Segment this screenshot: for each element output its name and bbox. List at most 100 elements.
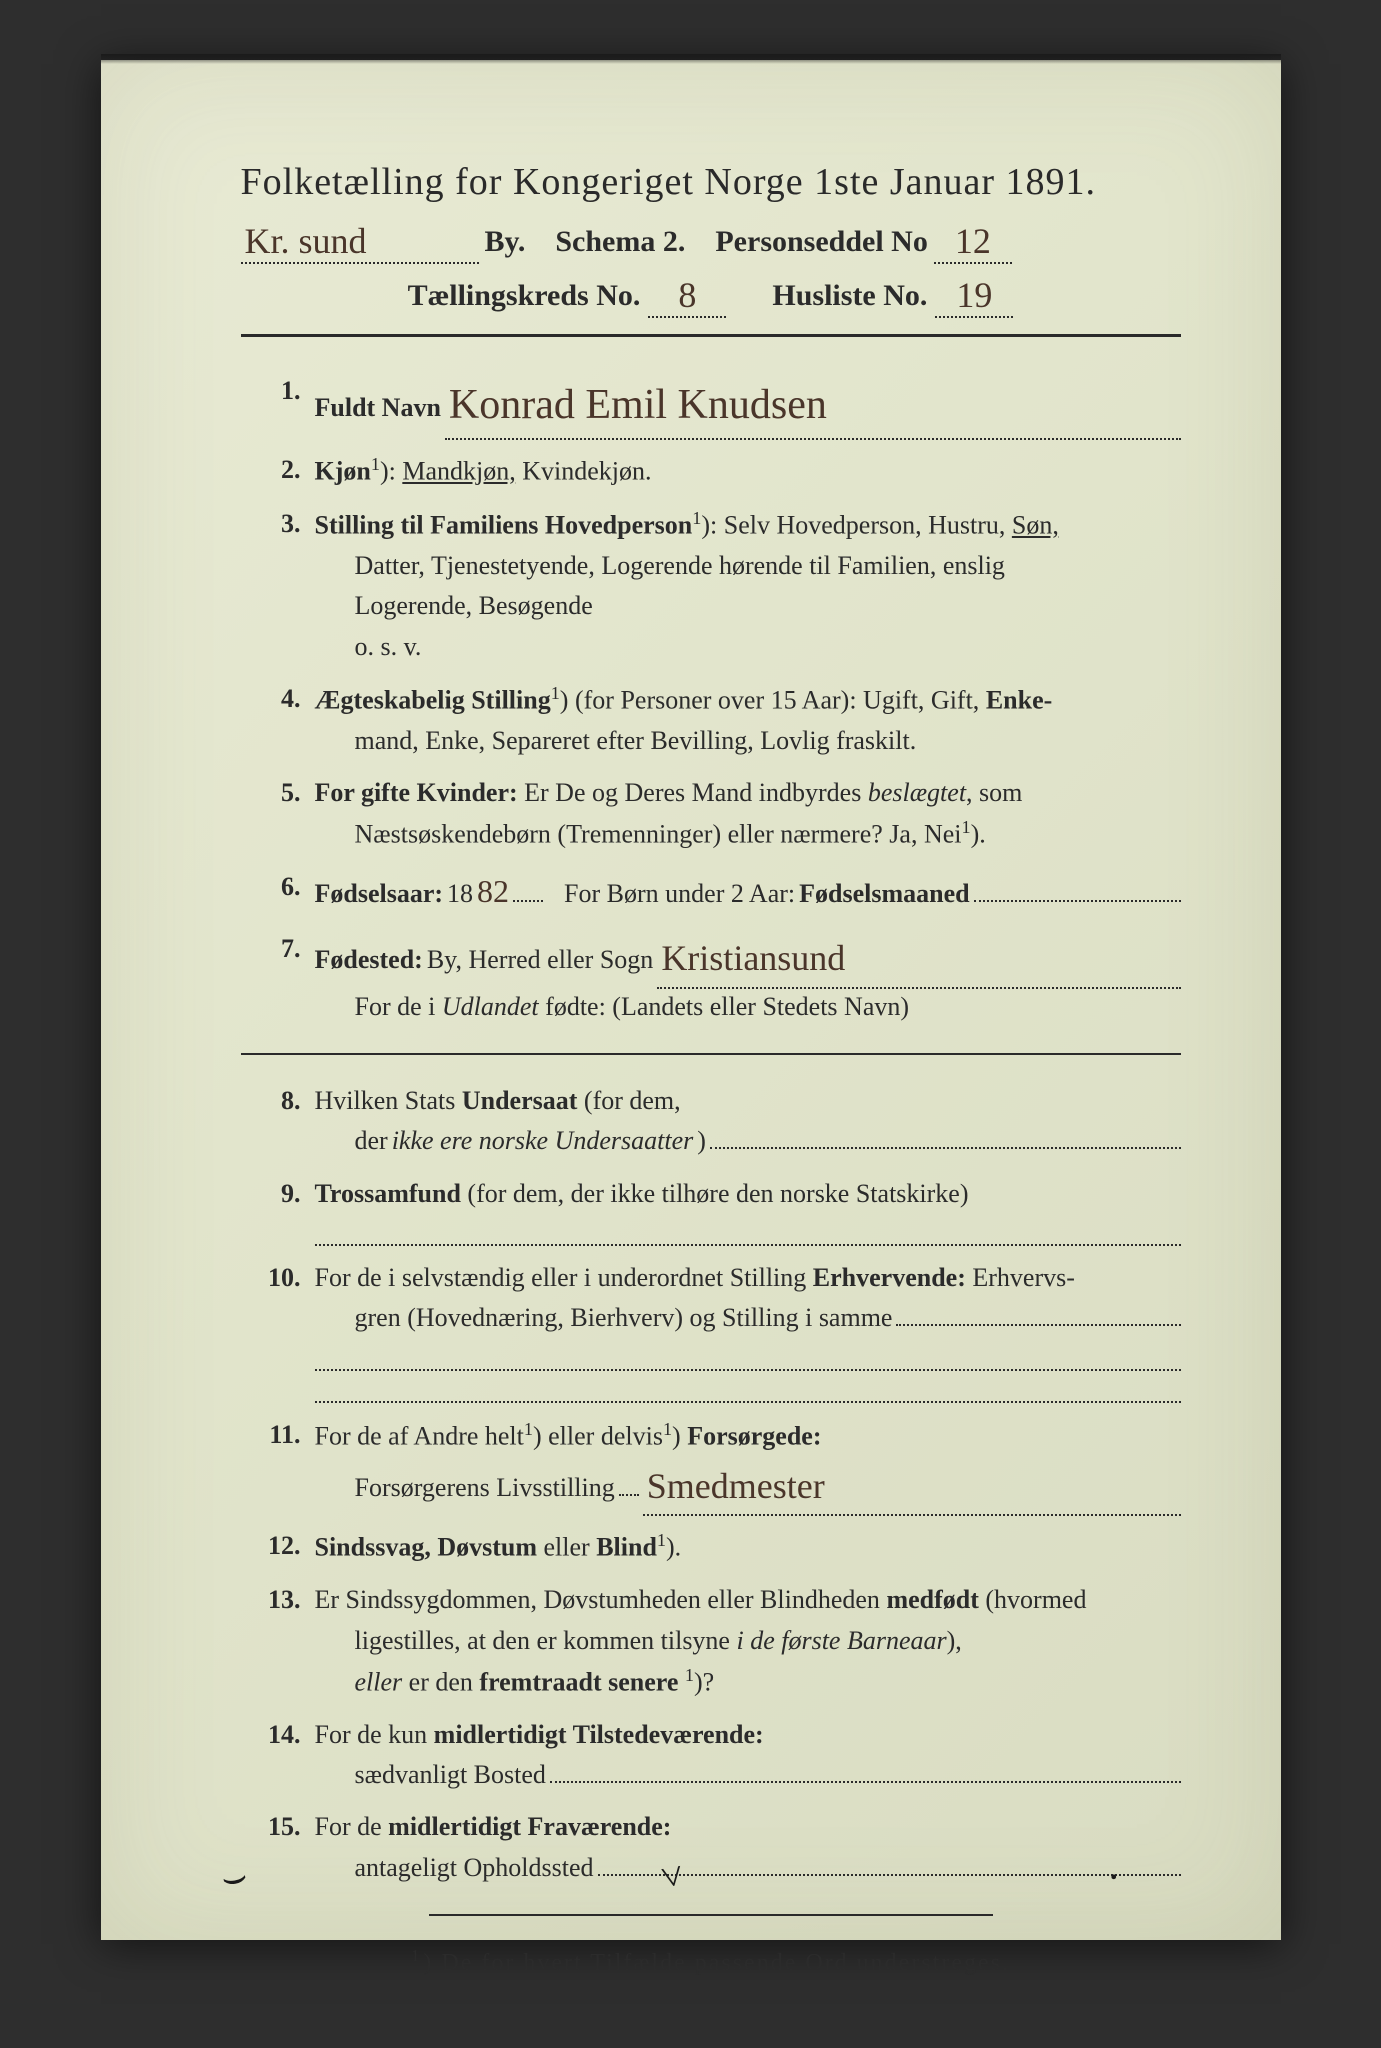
item-number: 2.: [241, 450, 315, 492]
personseddel-label: Personseddel No: [715, 225, 928, 259]
item-8-line2c: ): [697, 1121, 706, 1161]
item-8-line1c: (for dem,: [577, 1086, 680, 1115]
sup: 1: [692, 508, 701, 528]
taellingskreds-no: 8: [648, 274, 726, 318]
item-4-line2: mand, Enke, Separeret efter Bevilling, L…: [315, 721, 1181, 761]
item-2: 2. Kjøn1): Mandkjøn, Kvindekjøn.: [241, 450, 1181, 492]
item-10-line1a: For de i selvstændig eller i underordnet…: [315, 1263, 813, 1292]
divider-top: [241, 334, 1181, 337]
item-13-line3d: )?: [694, 1668, 714, 1697]
item-6-label-a: Fødselsaar:: [315, 874, 444, 914]
item-7-line2b: Udlandet: [442, 992, 539, 1021]
item-11-line1b: ) eller delvis: [533, 1421, 663, 1450]
footnote-sup: 1: [411, 1946, 423, 1965]
item-3-line1a: Selv Hovedperson, Hustru,: [724, 511, 1012, 540]
item-5-line1a: Er De og Deres Mand indbyrdes: [518, 778, 868, 807]
item-number: 14.: [241, 1715, 315, 1796]
item-number: 6.: [241, 867, 315, 917]
item-9-label: Trossamfund: [315, 1179, 461, 1208]
sup: 1: [551, 683, 560, 703]
item-12: 12. Sindssvag, Døvstum eller Blind1).: [241, 1526, 1181, 1568]
birthplace-value: Kristiansund: [657, 931, 1180, 989]
item-13-line2a: ligestilles, at den er kommen tilsyne: [355, 1626, 737, 1655]
item-number: 8.: [241, 1081, 315, 1162]
item-13-line2b: i de første Barneaar: [736, 1626, 946, 1655]
item-number: 13.: [241, 1580, 315, 1703]
item-8-line2a: der: [355, 1121, 388, 1161]
item-8-line1b: Undersaat: [462, 1086, 578, 1115]
item-number: 5.: [241, 773, 315, 855]
item-12-text-a: eller: [537, 1533, 596, 1562]
item-14-line2: sædvanligt Bosted: [355, 1755, 546, 1795]
item-3: 3. Stilling til Familiens Hovedperson1):…: [241, 504, 1181, 667]
kjon-other: Kvindekjøn.: [516, 457, 652, 486]
item-5-line1c: , som: [966, 778, 1022, 807]
item-number: 3.: [241, 504, 315, 667]
census-form-paper: Folketælling for Kongeriget Norge 1ste J…: [101, 60, 1281, 1940]
item-3-label: Stilling til Familiens Hovedperson: [315, 511, 693, 540]
item-15-line1a: For de: [315, 1812, 389, 1841]
item-6-mid: For Børn under 2 Aar:: [564, 874, 795, 914]
husliste-label: Husliste No.: [772, 279, 927, 313]
city-handwritten: Kr. sund: [241, 220, 479, 264]
item-3-line4: o. s. v.: [315, 627, 1181, 667]
item-9-text: (for dem, der ikke tilhøre den norske St…: [461, 1179, 969, 1208]
divider-bottom: [429, 1914, 993, 1916]
item-9: 9. Trossamfund (for dem, der ikke tilhør…: [241, 1174, 1181, 1246]
item-7-line1a: By, Herred eller Sogn: [427, 940, 653, 980]
item-7-line2c: fødte: (Landets eller Stedets Navn): [539, 992, 909, 1021]
item-10: 10. For de i selvstændig eller i underor…: [241, 1258, 1181, 1403]
item-number: 10.: [241, 1258, 315, 1403]
provider-occupation-value: Smedmester: [643, 1459, 1181, 1517]
item-6: 6. Fødselsaar: 1882 For Børn under 2 Aar…: [241, 867, 1181, 917]
item-3-line2: Datter, Tjenestetyende, Logerende hørend…: [315, 546, 1181, 586]
item-4-label: Ægteskabelig Stilling: [315, 686, 551, 715]
item-13-line1b: medfødt: [886, 1585, 978, 1614]
item-13-line1c: (hvormed: [979, 1585, 1087, 1614]
kjon-selected: Mandkjøn,: [402, 457, 515, 486]
footnote: 1) De for hvert Tilfælde passende Ord un…: [241, 1946, 1181, 1977]
item-11-line1c: ): [672, 1421, 687, 1450]
item-11: 11. For de af Andre helt1) eller delvis1…: [241, 1415, 1181, 1515]
item-1-label: Fuldt Navn: [315, 388, 441, 428]
sup: 1: [685, 1665, 694, 1685]
item-6-label-b: Fødselsmaaned: [799, 874, 969, 914]
item-5-line2b: ).: [971, 820, 986, 849]
sup: 1: [657, 1530, 666, 1550]
footnote-text: ) De for hvert Tilfælde passende Ord und…: [423, 1950, 1010, 1976]
item-number: 12.: [241, 1526, 315, 1568]
item-14: 14. For de kun midlertidigt Tilstedevære…: [241, 1715, 1181, 1796]
item-5-line1b: beslægtet: [868, 778, 966, 807]
husliste-no: 19: [935, 274, 1013, 318]
item-6-year-prefix: 18: [447, 874, 473, 914]
item-2-label: Kjøn: [315, 457, 371, 486]
item-10-line1b: Erhvervende:: [813, 1263, 966, 1292]
item-3-line3: Logerende, Besøgende: [315, 586, 1181, 626]
item-7-label: Fødested:: [315, 940, 423, 980]
item-13-line2c: ),: [947, 1626, 962, 1655]
item-number: 4.: [241, 679, 315, 761]
personseddel-no: 12: [934, 220, 1012, 264]
item-number: 15.: [241, 1807, 315, 1888]
header-row-1: Kr. sund By. Schema 2. Personseddel No 1…: [241, 218, 1181, 262]
item-4-line1b: Enke-: [986, 686, 1052, 715]
item-5-line2a: Næstsøskendebørn (Tremenninger) eller næ…: [355, 820, 962, 849]
item-13-line3b: er den: [402, 1668, 479, 1697]
item-13-line1a: Er Sindssygdommen, Døvstumheden eller Bl…: [315, 1585, 887, 1614]
item-3-selected: Søn,: [1012, 511, 1059, 540]
form-items: 1. Fuldt Navn Konrad Emil Knudsen 2. Kjø…: [241, 371, 1181, 1888]
item-13-line3c: fremtraadt senere: [479, 1668, 678, 1697]
item-1: 1. Fuldt Navn Konrad Emil Knudsen: [241, 371, 1181, 438]
item-8-line2b: ikke ere norske Undersaatter: [392, 1121, 694, 1161]
item-number: 1.: [241, 371, 315, 438]
fullname-value: Konrad Emil Knudsen: [445, 373, 1181, 440]
item-number: 9.: [241, 1174, 315, 1246]
item-8: 8. Hvilken Stats Undersaat (for dem, der…: [241, 1081, 1181, 1162]
item-15-line1b: midlertidigt Fraværende:: [388, 1812, 671, 1841]
sup: 1: [524, 1419, 533, 1439]
item-7: 7. Fødested: By, Herred eller Sogn Krist…: [241, 929, 1181, 1027]
item-10-line1c: Erhvervs-: [966, 1263, 1075, 1292]
divider-mid-1: [241, 1053, 1181, 1055]
item-4-line1a: (for Personer over 15 Aar): Ugift, Gift,: [568, 686, 985, 715]
item-number: 7.: [241, 929, 315, 1027]
